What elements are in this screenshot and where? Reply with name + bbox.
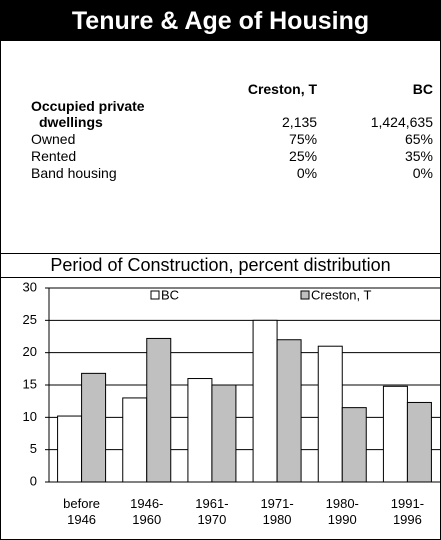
bar bbox=[187, 378, 213, 483]
x-tick-label: 1961-1970 bbox=[195, 496, 229, 527]
table-row: Occupied private dwellings 2,135 1,424,635 bbox=[1, 98, 437, 131]
row-label: Band housing bbox=[31, 165, 117, 181]
bar bbox=[81, 372, 107, 483]
bar bbox=[146, 337, 172, 483]
legend-label: BC bbox=[161, 287, 179, 302]
chart-title: Period of Construction, percent distribu… bbox=[1, 253, 440, 278]
bar bbox=[276, 339, 302, 483]
y-tick-label: 5 bbox=[30, 441, 37, 456]
cell: 25% bbox=[289, 148, 318, 164]
table-header: Creston, T BC bbox=[1, 81, 437, 98]
row-label: Occupied private dwellings bbox=[31, 98, 145, 130]
cell: 75% bbox=[289, 131, 318, 147]
cell: 2,135 bbox=[282, 114, 318, 130]
bar bbox=[252, 319, 278, 483]
row-label: Owned bbox=[31, 131, 76, 147]
table: Creston, T BC Occupied private dwellings… bbox=[1, 81, 437, 182]
table-row: Owned 75% 65% bbox=[1, 131, 437, 148]
x-tick-label: 1991-1996 bbox=[390, 496, 425, 527]
bar bbox=[211, 384, 237, 483]
x-tick-label: before 1946 bbox=[63, 496, 101, 527]
legend-swatch bbox=[150, 290, 160, 300]
y-tick-label: 0 bbox=[30, 473, 37, 488]
bar bbox=[122, 397, 148, 483]
x-tick-label: 1980-1990 bbox=[325, 496, 359, 527]
y-tick-label: 10 bbox=[23, 409, 37, 424]
cell: 65% bbox=[404, 131, 433, 147]
table-row: Band housing 0% 0% bbox=[1, 165, 437, 182]
bar bbox=[341, 407, 367, 483]
column-header: Creston, T bbox=[247, 81, 318, 97]
column-header: BC bbox=[412, 81, 433, 97]
y-tick-label: 25 bbox=[23, 312, 37, 327]
bar bbox=[317, 345, 343, 483]
cell: 35% bbox=[404, 148, 433, 164]
y-tick-label: 30 bbox=[23, 279, 37, 294]
x-tick-label: 1971-1980 bbox=[260, 496, 294, 527]
cell: 0% bbox=[412, 165, 433, 181]
legend-label: Creston, T bbox=[311, 287, 372, 302]
bar bbox=[57, 415, 83, 483]
legend-swatch bbox=[300, 290, 310, 300]
row-label: Rented bbox=[31, 148, 77, 164]
cell: 0% bbox=[296, 165, 318, 181]
header-title: Tenure & Age of Housing bbox=[1, 1, 440, 41]
table-row: Rented 25% 35% bbox=[1, 148, 437, 165]
x-tick-label: 1946-1960 bbox=[130, 496, 164, 527]
y-tick-label: 20 bbox=[23, 344, 37, 359]
bar bbox=[382, 385, 408, 483]
y-tick-label: 15 bbox=[23, 376, 37, 391]
bar bbox=[406, 401, 432, 483]
cell: 1,424,635 bbox=[370, 114, 433, 130]
